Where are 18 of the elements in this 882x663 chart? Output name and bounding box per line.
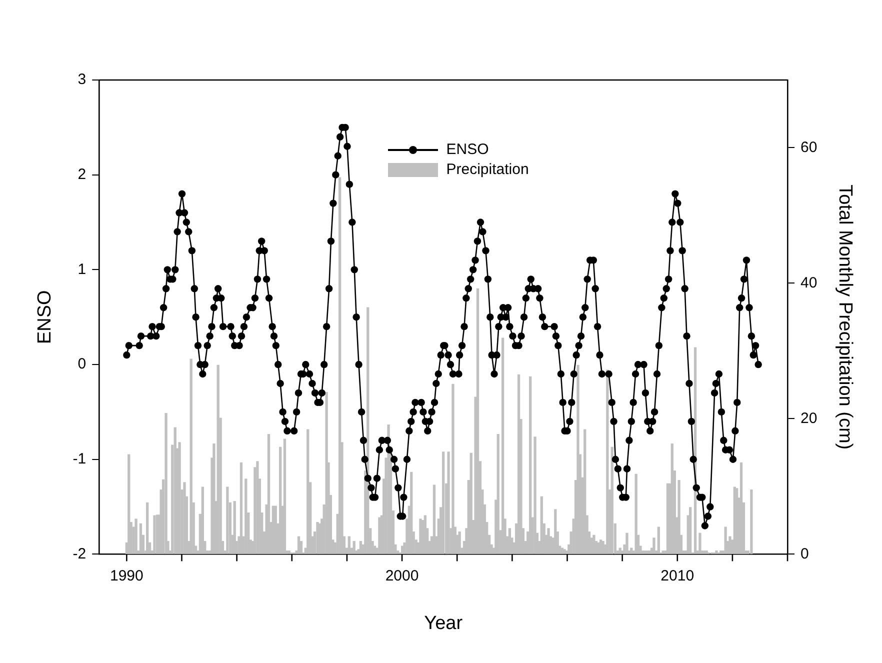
x-tick-label: 1990: [110, 567, 144, 584]
y2-tick-label: 0: [800, 545, 809, 562]
y2-tick-label: 20: [800, 410, 818, 427]
y-tick-label: 3: [78, 71, 86, 88]
y-tick-label: 1: [78, 260, 86, 278]
x-tick-label: 2000: [385, 567, 419, 584]
y-tick-label: -1: [72, 450, 86, 468]
y2-tick-label: 40: [800, 274, 818, 292]
legend-label: Precipitation: [446, 160, 529, 180]
y-tick-label: 2: [78, 166, 86, 183]
x-axis-title: Year: [424, 612, 464, 634]
y-tick-label: -2: [72, 545, 86, 562]
y-tick-label: 0: [78, 356, 86, 373]
x-tick-label: 2010: [660, 567, 694, 584]
y2-tick-label: 60: [800, 138, 818, 156]
y-axis-title: ENSO: [34, 290, 56, 344]
legend-label: ENSO: [446, 140, 489, 160]
y2-axis-title: Total Monthly Precipitation (cm): [834, 184, 856, 450]
